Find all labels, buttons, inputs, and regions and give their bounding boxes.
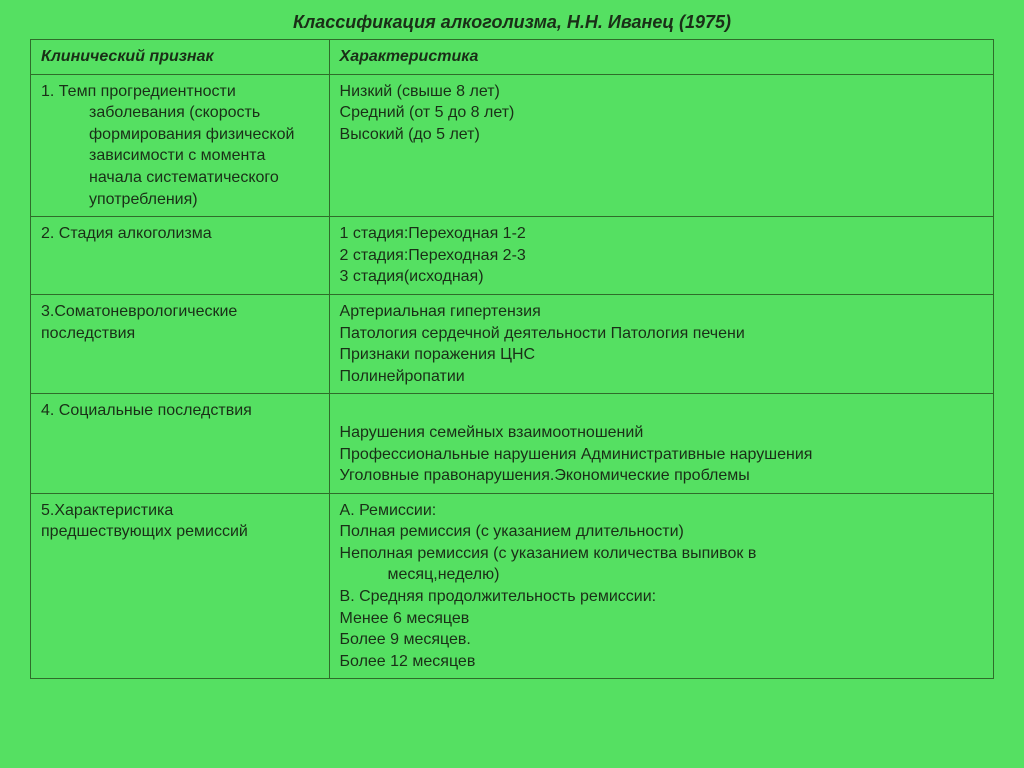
cell-clinical-sign: 1. Темп прогредиентностизаболевания (ско… (31, 74, 330, 217)
cell-text-line: Средний (от 5 до 8 лет) (340, 102, 983, 124)
cell-text-line: 2 стадия:Переходная 2-3 (340, 245, 983, 267)
cell-text-line: А. Ремиссии: (340, 500, 983, 522)
table-header-row: Клинический признак Характеристика (31, 40, 994, 75)
cell-text-line: употребления) (41, 189, 319, 211)
cell-clinical-sign: 5.Характеристикапредшествующих ремиссий (31, 493, 330, 679)
cell-characteristic: Артериальная гипертензияПатология сердеч… (329, 294, 993, 393)
cell-text-line: 1 стадия:Переходная 1-2 (340, 223, 983, 245)
cell-text-line: Неполная ремиссия (с указанием количеств… (340, 543, 983, 565)
cell-text-line: 3.Соматоневрологические (41, 301, 319, 323)
table-row: 3.СоматоневрологическиепоследствияАртери… (31, 294, 994, 393)
cell-text-line: Менее 6 месяцев (340, 608, 983, 630)
cell-clinical-sign: 2. Стадия алкоголизма (31, 217, 330, 295)
cell-text-line: последствия (41, 323, 319, 345)
cell-text-line: Полная ремиссия (с указанием длительност… (340, 521, 983, 543)
header-col1: Клинический признак (31, 40, 330, 75)
cell-text-line: предшествующих ремиссий (41, 521, 319, 543)
table-row: 2. Стадия алкоголизма 1 стадия:Переходная… (31, 217, 994, 295)
cell-text-line: Уголовные правонарушения.Экономические п… (340, 465, 983, 487)
cell-text-line: начала систематического (41, 167, 319, 189)
table-row: 1. Темп прогредиентностизаболевания (ско… (31, 74, 994, 217)
cell-text-line: Низкий (свыше 8 лет) (340, 81, 983, 103)
cell-text-line: Патология сердечной деятельности Патолог… (340, 323, 983, 345)
cell-text-line: 4. Социальные последствия (41, 400, 319, 422)
header-col2: Характеристика (329, 40, 993, 75)
cell-clinical-sign: 4. Социальные последствия (31, 394, 330, 493)
cell-text-line: Нарушения семейных взаимоотношений (340, 422, 983, 444)
cell-text-line: В. Средняя продолжительность ремиссии: (340, 586, 983, 608)
cell-text-line: Артериальная гипертензия (340, 301, 983, 323)
cell-text-line: 2. Стадия алкоголизма (41, 223, 319, 245)
cell-text-line (340, 400, 983, 422)
cell-characteristic: А. Ремиссии:Полная ремиссия (с указанием… (329, 493, 993, 679)
cell-text-line: 1. Темп прогредиентности (41, 81, 319, 103)
cell-text-line: Высокий (до 5 лет) (340, 124, 983, 146)
cell-text-line: Профессиональные нарушения Административ… (340, 444, 983, 466)
table-row: 5.Характеристикапредшествующих ремиссийА… (31, 493, 994, 679)
cell-clinical-sign: 3.Соматоневрологическиепоследствия (31, 294, 330, 393)
cell-characteristic: Низкий (свыше 8 лет)Средний (от 5 до 8 л… (329, 74, 993, 217)
cell-text-line: Полинейропатии (340, 366, 983, 388)
table-body: 1. Темп прогредиентностизаболевания (ско… (31, 74, 994, 679)
cell-characteristic: Нарушения семейных взаимоотношенийПрофес… (329, 394, 993, 493)
slide-page: Классификация алкоголизма, Н.Н. Иванец (… (0, 0, 1024, 768)
cell-text-line: Признаки поражения ЦНС (340, 344, 983, 366)
cell-characteristic: 1 стадия:Переходная 1-22 стадия:Переходн… (329, 217, 993, 295)
cell-text-line: месяц,неделю) (340, 564, 983, 586)
cell-text-line: 3 стадия(исходная) (340, 266, 983, 288)
cell-text-line: формирования физической (41, 124, 319, 146)
cell-text-line: Более 9 месяцев. (340, 629, 983, 651)
classification-table: Клинический признак Характеристика 1. Те… (30, 39, 994, 679)
cell-text-line: зависимости с момента (41, 145, 319, 167)
table-row: 4. Социальные последствия Нарушения семе… (31, 394, 994, 493)
cell-text-line: заболевания (скорость (41, 102, 319, 124)
cell-text-line: Более 12 месяцев (340, 651, 983, 673)
cell-text-line: 5.Характеристика (41, 500, 319, 522)
slide-title: Классификация алкоголизма, Н.Н. Иванец (… (30, 12, 994, 33)
